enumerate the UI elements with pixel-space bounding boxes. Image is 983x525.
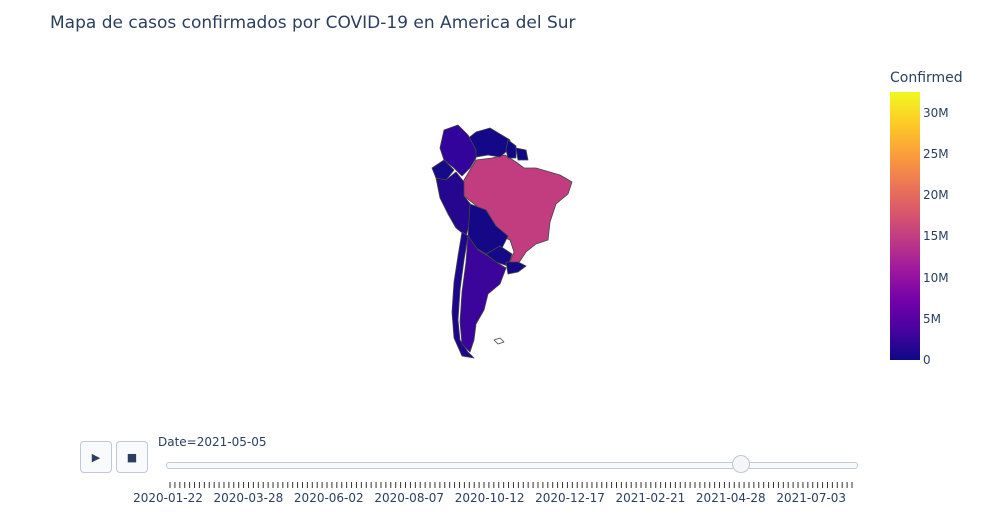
slider-tick-label: 2020-03-28 <box>213 491 284 505</box>
stop-icon: ■ <box>126 450 138 464</box>
slider-rail[interactable] <box>166 462 858 469</box>
slider-tick-label: 2020-12-17 <box>535 491 605 505</box>
country-suriname[interactable] <box>515 147 529 161</box>
colorbar-tick: 5M <box>923 311 941 326</box>
slider-date: 2021-05-05 <box>196 435 267 449</box>
colorbar-tick: 10M <box>923 270 949 285</box>
slider-tick-label: 2020-01-22 <box>133 491 203 505</box>
slider-current-value: Date=2021-05-05 <box>158 435 267 449</box>
stop-button[interactable]: ■ <box>116 441 148 473</box>
country-falklands[interactable] <box>493 337 505 345</box>
colorbar-tick: 15M <box>923 229 949 244</box>
country-chile[interactable] <box>451 231 475 359</box>
slider-tick-label: 2020-08-07 <box>374 491 445 505</box>
slider-tick-label: 2021-02-21 <box>615 491 686 505</box>
slider-tick-label: 2020-10-12 <box>454 491 525 505</box>
country-brazil[interactable] <box>457 154 573 267</box>
slider-tick-label: 2020-06-02 <box>293 491 364 505</box>
slider-handle[interactable] <box>731 455 750 473</box>
slider-ticks <box>169 482 853 488</box>
play-icon: ▶ <box>91 450 101 464</box>
country-argentina[interactable] <box>459 235 507 353</box>
play-button[interactable]: ▶ <box>80 441 112 473</box>
colorbar-title: Confirmed <box>890 70 963 86</box>
country-guyana[interactable] <box>505 139 517 159</box>
country-ecuador[interactable] <box>431 159 455 181</box>
slider-prefix: Date= <box>158 435 197 449</box>
slider-tick-label: 2021-04-28 <box>695 491 766 505</box>
colorbar <box>890 92 920 360</box>
colorbar-tick: 30M <box>923 105 949 120</box>
country-uruguay[interactable] <box>505 261 527 275</box>
country-colombia[interactable] <box>439 124 477 177</box>
colorbar-tick: 20M <box>923 188 949 203</box>
chart-title: Mapa de casos confirmados por COVID-19 e… <box>50 13 576 33</box>
slider-tick-label: 2021-07-03 <box>776 491 847 505</box>
colorbar-tick: 0 <box>923 353 931 367</box>
colorbar-tick: 25M <box>923 146 949 161</box>
